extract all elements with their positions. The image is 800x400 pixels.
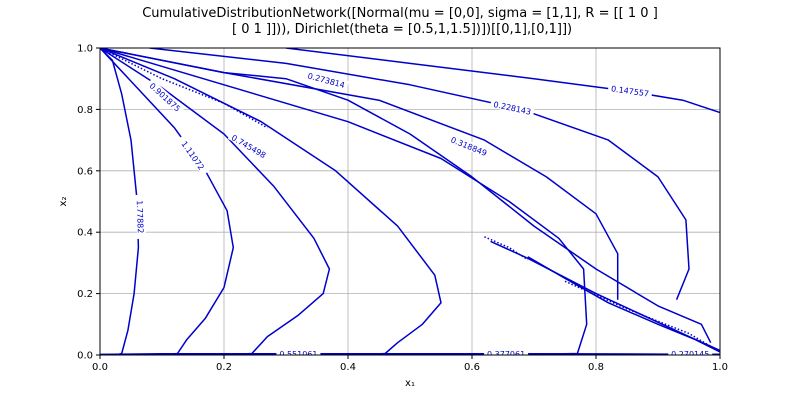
- contour-dotted-segment: [100, 48, 268, 129]
- contour-label-bg: [227, 130, 271, 161]
- contour-label-bg: [607, 82, 653, 99]
- contour-line: [490, 240, 720, 352]
- contour-label: 0.901875: [148, 81, 182, 113]
- x-tick-label: 0.2: [216, 362, 232, 373]
- contour-label: 0.147557: [611, 84, 650, 98]
- y-tick-label: 0.4: [77, 228, 93, 239]
- contour-label-bg: [304, 69, 349, 90]
- y-tick-label: 0.0: [77, 351, 93, 362]
- y-tick-label: 0.2: [77, 289, 93, 300]
- contour-label-bg: [668, 348, 713, 355]
- x-tick-label: 1.0: [712, 362, 728, 373]
- contour-label-bg: [447, 133, 492, 159]
- contour-label: 0.228143: [493, 100, 532, 117]
- contour-label-bg: [135, 194, 147, 239]
- contour-line: [100, 48, 619, 300]
- contour-dotted-segment: [564, 280, 720, 353]
- chart-title-line-1: CumulativeDistributionNetwork([Normal(mu…: [142, 6, 658, 21]
- contour-line: [285, 48, 720, 114]
- contour-label: 0.270145: [671, 350, 709, 359]
- x-tick-label: 0.0: [92, 362, 108, 373]
- contour-label-bg: [146, 78, 185, 115]
- contour-label-bg: [489, 98, 535, 117]
- x-tick-label: 0.4: [340, 362, 356, 373]
- contour-line: [100, 48, 588, 355]
- contour-label: 0.551061: [279, 350, 317, 359]
- plot-frame: [99, 47, 721, 356]
- y-tick-label: 0.6: [77, 166, 93, 177]
- contour-label: 1.77882: [135, 200, 145, 233]
- contour-line: [100, 48, 712, 344]
- y-axis-label: x₂: [58, 197, 69, 207]
- contour-label-bg: [177, 134, 210, 176]
- contour-line: [149, 48, 690, 300]
- chart-title-line-2: [ 0 1 ]])), Dirichlet(theta = [0.5,1,1.5…: [227, 22, 573, 37]
- contour-line: [100, 48, 235, 355]
- y-tick-label: 0.8: [77, 105, 93, 116]
- contour-label: 0.377061: [487, 350, 525, 359]
- contour-line: [100, 48, 442, 355]
- contour-line: [100, 48, 331, 355]
- contour-label-bg: [276, 348, 321, 355]
- contour-label-bg: [484, 348, 529, 355]
- contour-line: [100, 48, 140, 355]
- contour-label: 1.11072: [179, 140, 205, 172]
- chart-title: CumulativeDistributionNetwork([Normal(mu…: [0, 6, 800, 38]
- x-tick-label: 0.6: [464, 362, 480, 373]
- x-axis-label: x₁: [405, 378, 415, 389]
- y-tick-label: 1.0: [77, 44, 93, 55]
- x-tick-label: 0.8: [588, 362, 604, 373]
